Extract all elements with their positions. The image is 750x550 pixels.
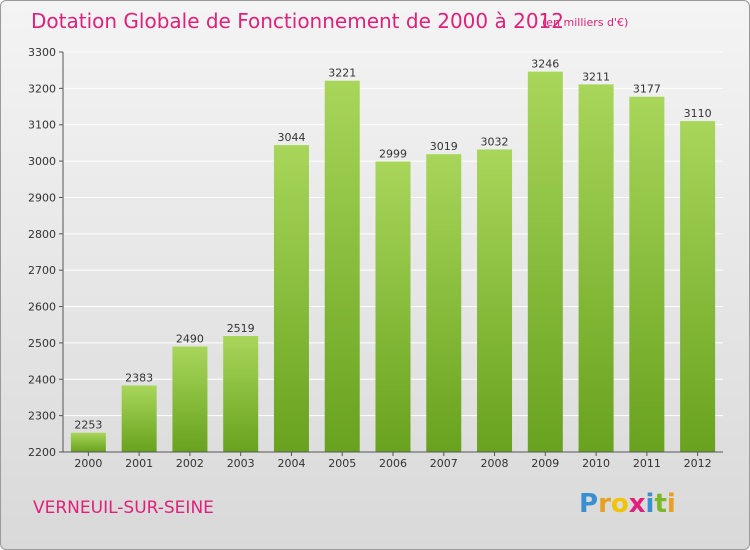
bar-2004: [273, 145, 309, 452]
proxiti-logo: Proxiti: [579, 489, 676, 519]
logo-letter: t: [654, 489, 667, 519]
bar-value-label: 3221: [328, 67, 356, 80]
y-tick-label: 2800: [28, 228, 56, 241]
bar-value-label: 3246: [531, 58, 559, 71]
x-tick-label: 2012: [684, 457, 712, 470]
bar-2006: [375, 161, 411, 453]
x-tick-label: 2001: [125, 457, 153, 470]
y-tick-label: 3300: [28, 46, 56, 59]
axes: [59, 51, 723, 456]
y-tick-label: 3200: [28, 82, 56, 95]
x-tick-label: 2011: [633, 457, 661, 470]
bar-2000: [70, 432, 106, 452]
bar-2007: [426, 154, 462, 452]
bar-value-label: 3211: [582, 70, 610, 83]
bar-2011: [629, 96, 665, 453]
bar-2005: [324, 80, 360, 453]
bar-value-label: 2383: [125, 371, 153, 384]
bar-2001: [121, 385, 157, 452]
place-name: VERNEUIL-SUR-SEINE: [33, 498, 214, 518]
y-tick-label: 2600: [28, 301, 56, 314]
y-tick-label: 2300: [28, 410, 56, 423]
x-tick-label: 2003: [227, 457, 255, 470]
bar-value-label: 3044: [277, 131, 305, 144]
x-tick-label: 2004: [277, 457, 305, 470]
bar-2009: [527, 71, 563, 453]
labels: 2200 2300 2400 2500 2600 2700 2800 2900 3000 3100…: [28, 46, 712, 470]
y-tick-label: 3000: [28, 155, 56, 168]
bars: [70, 71, 716, 453]
x-tick-label: 2006: [379, 457, 407, 470]
logo-letter: i: [666, 489, 676, 519]
x-tick-label: 2010: [582, 457, 610, 470]
bar-2012: [680, 121, 716, 452]
y-tick-label: 2400: [28, 373, 56, 386]
logo-letter: x: [628, 489, 646, 519]
bar-2003: [223, 336, 259, 452]
chart-subtitle: (en milliers d'€): [542, 16, 629, 29]
bar-value-label: 3032: [481, 135, 509, 148]
x-tick-label: 2002: [176, 457, 204, 470]
logo-letter: i: [645, 489, 655, 519]
x-tick-label: 2000: [74, 457, 102, 470]
bar-2008: [477, 149, 513, 453]
bar-value-label: 3019: [430, 140, 458, 153]
bar-value-label: 2999: [379, 147, 407, 160]
logo-letter: r: [598, 489, 611, 519]
bar-value-label: 3177: [633, 83, 661, 96]
chart-title: Dotation Globale de Fonctionnement de 20…: [31, 9, 564, 33]
x-tick-label: 2007: [430, 457, 458, 470]
bar-2002: [172, 346, 208, 452]
logo-letter: o: [610, 489, 629, 519]
bar-value-label: 3110: [684, 107, 712, 120]
x-tick-label: 2005: [328, 457, 356, 470]
x-tick-label: 2009: [531, 457, 559, 470]
bar-value-label: 2490: [176, 333, 204, 346]
y-tick-label: 2900: [28, 191, 56, 204]
bar-value-label: 2519: [227, 322, 255, 335]
bar-2010: [578, 84, 614, 452]
bar-value-label: 2253: [74, 419, 102, 432]
y-tick-label: 2200: [28, 446, 56, 459]
y-tick-label: 2700: [28, 264, 56, 277]
y-tick-label: 3100: [28, 119, 56, 132]
y-tick-label: 2500: [28, 337, 56, 350]
x-tick-label: 2008: [481, 457, 509, 470]
logo-letter: P: [579, 489, 599, 519]
